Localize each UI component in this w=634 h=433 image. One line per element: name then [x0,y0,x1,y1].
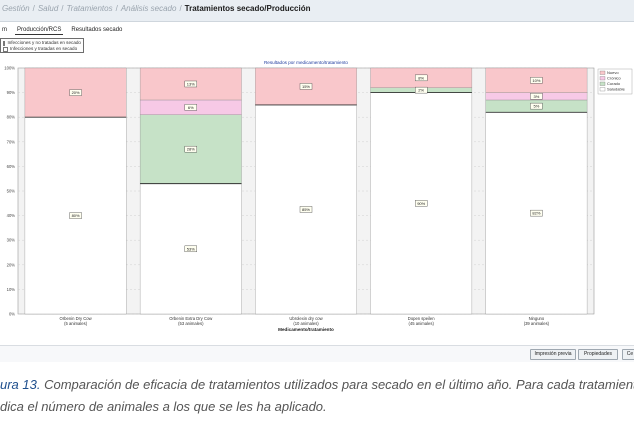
data-label: 53% [187,246,195,251]
tab-produccion-rcs[interactable]: Producción/RCS [15,26,64,35]
x-tick-label: Ubrolexin dry cow [289,316,323,321]
data-label: 15% [302,84,310,89]
x-tick-sublabel: (45 animales) [409,321,435,326]
breadcrumb-separator: / [115,4,118,13]
data-label: 80% [72,213,80,218]
checkbox-icon[interactable] [3,46,8,52]
legend-label: Curado [607,81,621,86]
data-label-box [530,77,543,84]
breadcrumb-item-gestion[interactable]: Gestión [2,4,30,13]
data-label-box [299,206,313,213]
caption-line-1: Comparación de eficacia de tratamientos … [44,377,634,392]
filter-option-label: Infecciones y tratadas en secado [10,46,78,51]
x-tick-sublabel: (10 animales) [293,321,319,326]
data-label: 2% [418,88,424,93]
properties-button[interactable]: Propiedades [578,349,618,360]
legend-swatch [599,76,606,81]
tab-bar: m Producción/RCS Resultados secado [0,24,124,36]
x-tick-label: Orbenin Dry Cow [60,316,93,321]
data-label: 6% [188,105,194,110]
y-tick-label: 40% [7,213,16,218]
breadcrumb: Gestión / Salud / Tratamientos / Análisis seca… [0,0,634,22]
data-label-box [69,212,82,219]
bar-segment-saludable [370,92,473,315]
data-label-box [530,93,543,100]
data-label: 5% [534,104,540,109]
data-label: 82% [532,211,540,216]
tab-resultados-secado[interactable]: Resultados secado [71,27,123,33]
data-label-box [184,145,198,153]
y-tick-label: 60% [7,164,16,169]
data-label-box [530,209,543,217]
filter-option[interactable]: Infecciones y tratadas en secado [3,46,81,52]
data-label: 20% [72,90,80,95]
data-label-box [415,200,428,207]
x-tick-sublabel: (53 animales) [178,321,204,326]
legend-swatch [599,70,606,75]
y-tick-label: 10% [7,287,16,292]
data-label-box [530,102,543,110]
y-tick-label: 90% [7,90,16,95]
filter-option-label: Infecciones y no tratadas en secado [7,40,81,45]
breadcrumb-item-salud[interactable]: Salud [37,4,59,13]
y-tick-label: 30% [7,238,16,243]
y-tick-label: 70% [7,139,16,144]
data-label-box [299,83,313,90]
x-tick-label: Ninguno [529,316,545,321]
stacked-bar-chart: Resultados por medicamento/tratamiento 0%… [4,60,633,332]
x-tick-sublabel: (39 animales) [524,321,550,326]
data-label-box [415,74,428,82]
data-label: 3% [534,94,540,99]
filter-option[interactable]: Infecciones y no tratadas en secado [3,40,81,46]
tab-first[interactable]: m [2,27,7,33]
chart-container: Resultados por medicamento/tratamiento 0%… [0,44,634,344]
y-tick-label: 50% [7,189,16,194]
data-label: 8% [418,75,424,80]
breadcrumb-separator: / [179,4,182,13]
data-label-box [184,104,198,111]
legend-label: Saludable [607,87,626,92]
data-label: 13% [187,81,195,86]
legend-swatch [599,87,606,92]
caption-figure-number: ura 13. [0,377,41,392]
checkbox-icon[interactable] [3,40,6,46]
print-preview-button[interactable]: Impresión previa [530,349,576,360]
caption-line-2: dica el número de animales a los que se … [0,399,327,414]
data-label: 85% [302,207,310,212]
legend-swatch [599,81,606,86]
filter-box: Infecciones y no tratadas en secado Infe… [0,38,84,53]
figure-caption: ura 13. Comparación de eficacia de trata… [0,374,634,418]
legend-label: Crónico [607,76,622,81]
breadcrumb-separator: / [32,4,35,13]
data-label: 90% [417,201,425,206]
breadcrumb-separator: / [61,4,64,13]
data-label-box [184,80,198,88]
bottom-toolbar: Impresión previa Propiedades Ce [0,345,634,362]
chart-title: Resultados por medicamento/tratamiento [264,60,348,65]
y-tick-label: 20% [7,262,16,267]
close-button[interactable]: Ce [622,349,634,360]
x-tick-label: Dopen speilen [408,316,435,321]
data-label-box [69,89,82,96]
breadcrumb-item-analisis-secado[interactable]: Análisis secado [120,4,177,13]
data-label: 28% [187,147,195,152]
data-label-box [415,86,428,94]
breadcrumb-current-page: Tratamientos secado/Producción [184,4,311,13]
legend-label: Nuevo [607,70,619,75]
x-tick-sublabel: (5 animales) [64,321,88,326]
y-tick-label: 0% [9,312,15,317]
data-label-box [184,245,198,253]
breadcrumb-item-tratamientos[interactable]: Tratamientos [66,4,113,13]
data-label: 10% [532,78,540,83]
y-tick-label: 80% [7,115,16,120]
x-axis-title: Medicamento/tratamiento [278,327,334,332]
y-tick-label: 100% [4,66,15,71]
x-tick-label: Orbenin Extra Dry Cow [169,316,213,321]
